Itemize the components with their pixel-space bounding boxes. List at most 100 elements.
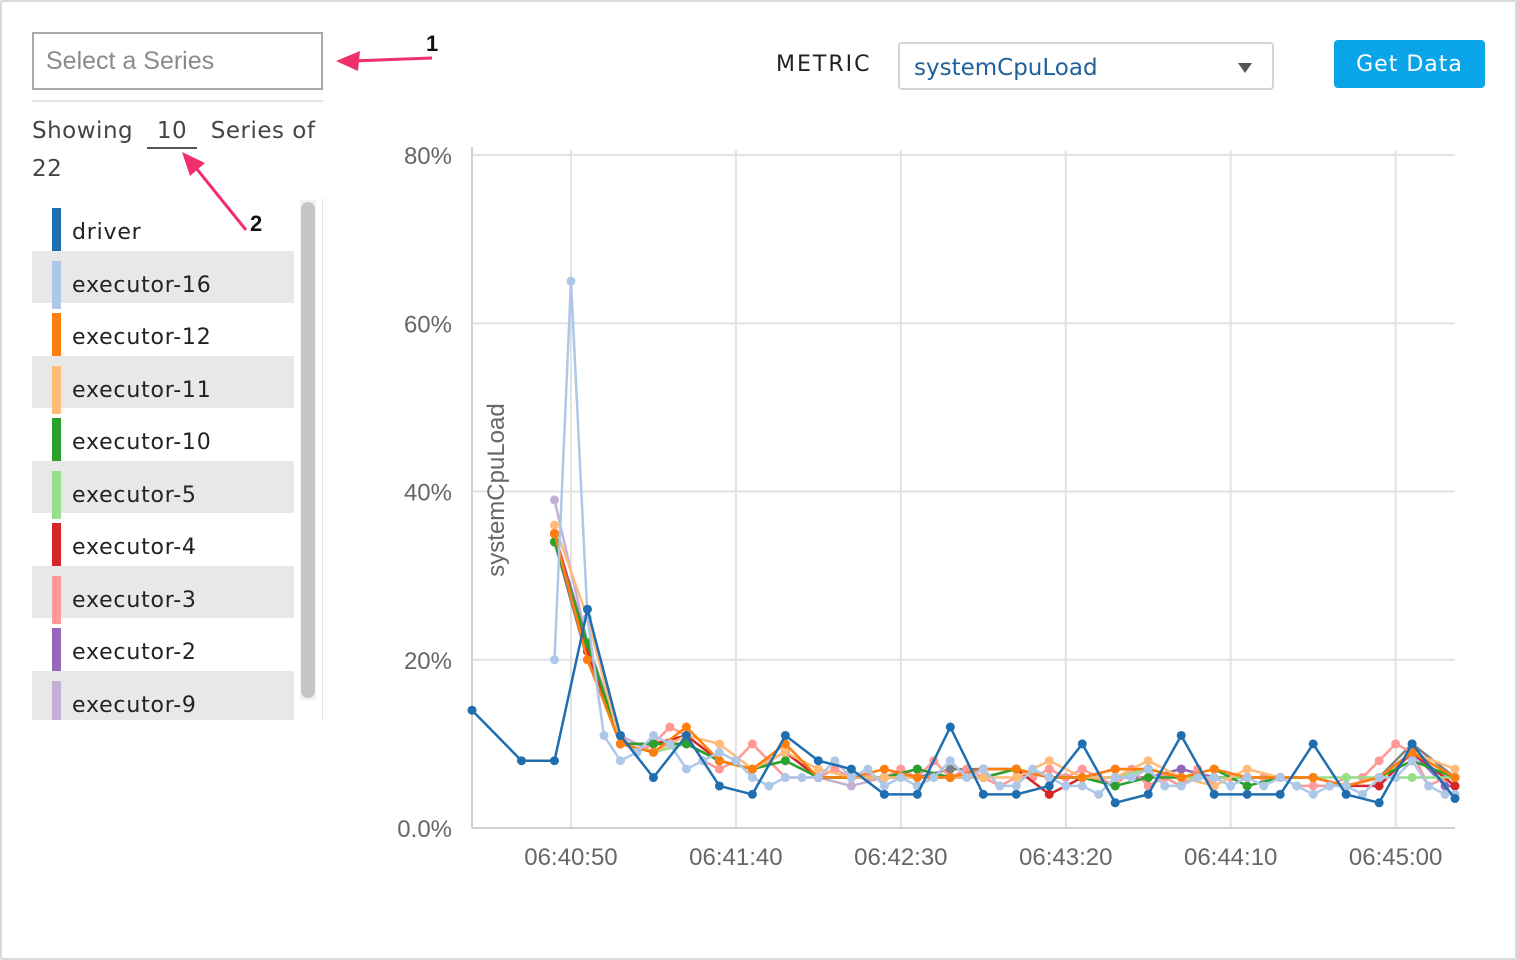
data-point (912, 773, 922, 783)
series-list-item[interactable]: executor-11 (32, 355, 294, 414)
data-point (681, 739, 691, 749)
data-point (764, 781, 774, 791)
data-point (945, 722, 955, 732)
data-point (1242, 773, 1252, 783)
data-point (1044, 764, 1054, 774)
x-tick-label: 06:40:50 (524, 844, 617, 871)
data-point (648, 747, 658, 757)
data-point (582, 604, 592, 614)
scrollbar-thumb[interactable] (301, 202, 315, 698)
series-line (553, 533, 1456, 788)
data-point (780, 730, 790, 740)
data-point (1011, 764, 1021, 774)
y-tick-label: 80% (404, 143, 452, 170)
data-point (648, 739, 658, 749)
metric-selected-value: systemCpuLoad (914, 55, 1098, 81)
data-point (1011, 789, 1021, 799)
data-point (1028, 764, 1038, 774)
data-point (681, 764, 691, 774)
data-point (1176, 764, 1186, 774)
data-point (846, 773, 856, 783)
series-list-item[interactable]: executor-12 (32, 303, 294, 361)
metric-select[interactable]: systemCpuLoad (898, 42, 1274, 90)
series-line (553, 541, 1456, 788)
data-point (1209, 764, 1219, 774)
data-point (1011, 773, 1021, 783)
data-point (1209, 789, 1219, 799)
data-point (780, 756, 790, 766)
data-point (846, 764, 856, 774)
data-point (1226, 781, 1236, 791)
data-point (1110, 781, 1120, 791)
series-list-item[interactable]: executor-5 (32, 460, 294, 519)
data-point (1044, 756, 1054, 766)
data-point (1450, 773, 1460, 783)
data-point (813, 756, 823, 766)
data-point (1044, 789, 1054, 799)
series-list: driver executor-16 executor-12 executor-11 e… (32, 198, 323, 720)
series-color-swatch (52, 680, 61, 720)
data-point (1308, 781, 1318, 791)
get-data-button[interactable]: Get Data (1334, 40, 1485, 88)
data-point (747, 789, 757, 799)
x-tick-label: 06:42:30 (854, 844, 947, 871)
data-point (1209, 773, 1219, 783)
data-point (945, 756, 955, 766)
series-list-item[interactable]: executor-9 (32, 670, 294, 720)
data-point (945, 764, 955, 774)
data-point (945, 773, 955, 783)
series-list-item[interactable]: executor-16 (32, 250, 294, 309)
series-label: executor-12 (72, 325, 212, 350)
data-point (665, 739, 675, 749)
data-point (846, 781, 856, 791)
annotation-label-1: 1 (426, 31, 439, 56)
data-point (714, 756, 724, 766)
series-list-item[interactable]: executor-10 (32, 408, 294, 466)
data-point (995, 781, 1005, 791)
series-label: executor-5 (72, 482, 197, 508)
series-color-swatch (52, 313, 61, 361)
series-color-swatch (52, 260, 61, 309)
series-list-item[interactable]: executor-4 (32, 513, 294, 571)
data-point (896, 773, 906, 783)
series-list-item[interactable]: driver (32, 198, 294, 256)
data-point (780, 773, 790, 783)
data-point (879, 789, 889, 799)
data-point (1061, 781, 1071, 791)
data-point (1110, 798, 1120, 808)
series-count-input[interactable]: 10 (146, 115, 197, 149)
series-count-summary: Showing 10 Series of 22 (32, 112, 332, 188)
series-line (553, 279, 1455, 796)
series-list-scrollbar[interactable] (300, 200, 316, 700)
data-point (797, 773, 807, 783)
series-line (553, 541, 1456, 788)
data-point (1374, 798, 1384, 808)
data-point (714, 747, 724, 757)
data-point (1308, 773, 1318, 783)
series-search-input[interactable] (32, 32, 323, 90)
series-label: driver (72, 220, 142, 245)
series-color-swatch (52, 575, 61, 624)
data-point (912, 764, 922, 774)
data-point (681, 730, 691, 740)
data-point (929, 773, 939, 783)
showing-prefix: Showing (32, 118, 134, 144)
data-point (1077, 781, 1087, 791)
data-point (879, 781, 889, 791)
series-list-item[interactable]: executor-3 (32, 565, 294, 624)
series-label: executor-4 (72, 535, 197, 560)
metric-label: METRIC (776, 52, 872, 77)
annotation-arrow-1-head (336, 51, 360, 71)
data-point (1292, 781, 1302, 791)
series-label: executor-11 (72, 377, 212, 403)
annotation-arrow-1 (351, 56, 433, 63)
data-point (665, 722, 675, 732)
data-point (1044, 781, 1054, 791)
series-color-swatch (52, 208, 61, 256)
series-label: executor-16 (72, 272, 212, 298)
series-list-item[interactable]: executor-2 (32, 618, 294, 676)
series-label: executor-3 (72, 587, 197, 613)
data-point (978, 789, 988, 799)
data-point (714, 739, 724, 749)
y-tick-label: 0.0% (397, 816, 452, 843)
